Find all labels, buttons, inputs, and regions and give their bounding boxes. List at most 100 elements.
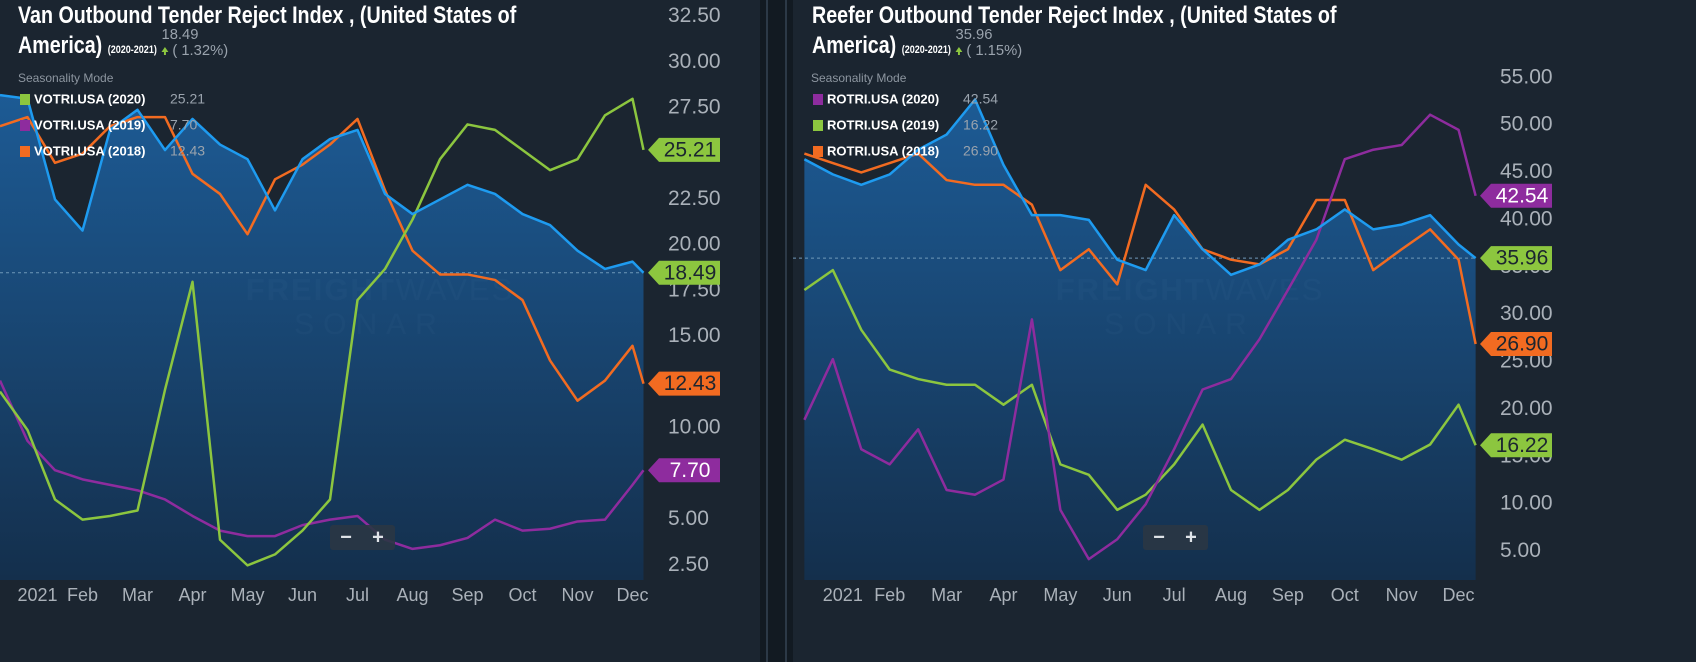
zoom-button[interactable]: − xyxy=(1153,526,1165,548)
x-tick-label: Sep xyxy=(451,585,483,605)
value-badge xyxy=(1480,246,1552,271)
legend-value: 12.43 xyxy=(170,143,205,159)
current-value: 18.49 xyxy=(161,26,199,43)
change-label: ( 1.32%) xyxy=(172,42,229,59)
x-tick-label: Feb xyxy=(67,585,98,605)
value-badge xyxy=(1480,332,1552,357)
current-value-block: 35.96( 1.15%) xyxy=(955,26,1022,59)
value-badge xyxy=(648,371,720,396)
legend-title: Seasonality Mode xyxy=(811,71,907,85)
y-tick-label: 30.00 xyxy=(1500,302,1553,325)
legend-label: ROTRI.USA (2019) xyxy=(827,117,939,132)
x-tick-label: Feb xyxy=(874,585,905,605)
current-value: 35.96 xyxy=(955,26,993,43)
y-tick-label: 20.00 xyxy=(668,233,721,256)
chart-header: Reefer Outbound Tender Reject Index , (U… xyxy=(812,4,1502,62)
value-badge-label: 42.54 xyxy=(1496,184,1549,207)
x-tick-label: Dec xyxy=(616,585,648,605)
legend-swatch xyxy=(20,146,30,157)
chart-title-block: Reefer Outbound Tender Reject Index , (U… xyxy=(812,4,1378,62)
x-tick-label: Aug xyxy=(1215,585,1247,605)
legend-title: Seasonality Mode xyxy=(18,71,114,85)
value-badge xyxy=(648,458,720,483)
x-tick-label: Dec xyxy=(1443,585,1475,605)
series-line xyxy=(0,93,645,274)
series-line xyxy=(803,98,1477,277)
legend-value: 26.90 xyxy=(963,143,998,159)
legend-value: 7.70 xyxy=(170,117,197,133)
value-badge xyxy=(648,137,720,162)
x-tick-label: Apr xyxy=(989,585,1017,605)
value-badge-label: 12.43 xyxy=(664,372,717,395)
chart-title: Van Outbound Tender Reject Index , (Unit… xyxy=(18,2,517,59)
value-badge xyxy=(1480,433,1552,458)
x-tick-label: Mar xyxy=(931,585,962,605)
x-tick-label: 2021 xyxy=(823,585,863,605)
legend-label: VOTRI.USA (2019) xyxy=(34,117,146,132)
series-line xyxy=(803,152,1477,345)
x-tick-label: Nov xyxy=(561,585,593,605)
x-tick-label: Mar xyxy=(122,585,153,605)
zoom-button[interactable]: + xyxy=(372,526,384,548)
series-line xyxy=(0,380,645,551)
legend-swatch xyxy=(813,94,823,105)
y-tick-label: 55.00 xyxy=(1500,65,1553,88)
chart-title: Reefer Outbound Tender Reject Index , (U… xyxy=(812,2,1337,59)
zoom-control[interactable] xyxy=(330,525,395,550)
x-tick-label: Sep xyxy=(1272,585,1304,605)
value-badge-label: 16.22 xyxy=(1496,434,1549,457)
y-tick-label: 10.00 xyxy=(668,416,721,439)
x-tick-label: Aug xyxy=(396,585,428,605)
value-badge-label: 35.96 xyxy=(1496,247,1549,270)
y-tick-label: 5.00 xyxy=(668,507,709,530)
zoom-control[interactable] xyxy=(1143,525,1208,550)
x-tick-label: 2021 xyxy=(17,585,57,605)
legend-label: VOTRI.USA (2020) xyxy=(34,91,146,106)
series-line xyxy=(0,97,645,567)
area xyxy=(0,95,644,580)
zoom-button[interactable]: + xyxy=(1185,526,1197,548)
current-value-block: 18.49( 1.32%) xyxy=(161,26,229,59)
legend-swatch xyxy=(20,120,30,131)
up-arrow xyxy=(955,47,963,55)
value-badge-label: 7.70 xyxy=(670,459,711,482)
y-tick-label: 40.00 xyxy=(1500,207,1553,230)
value-badge xyxy=(648,260,720,285)
legend-swatch xyxy=(813,120,823,131)
x-tick-label: May xyxy=(230,585,264,605)
y-tick-label: 22.50 xyxy=(668,187,721,210)
legend-value: 25.21 xyxy=(170,91,205,107)
x-tick-label: Jun xyxy=(1103,585,1132,605)
change: ( 1.32%) xyxy=(161,42,229,59)
x-tick-label: Jul xyxy=(346,585,369,605)
legend-value: 42.54 xyxy=(963,91,998,107)
chart-subtitle: (2020-2021) xyxy=(107,44,157,56)
x-tick-label: Apr xyxy=(178,585,206,605)
series-line xyxy=(803,268,1477,512)
x-tick-label: Oct xyxy=(508,585,536,605)
value-badge-label: 18.49 xyxy=(664,261,717,284)
legend-label: ROTRI.USA (2020) xyxy=(827,91,939,106)
x-tick-label: Oct xyxy=(1331,585,1359,605)
series-line xyxy=(803,113,1477,561)
legend-label: VOTRI.USA (2018) xyxy=(34,143,146,158)
y-tick-label: 32.50 xyxy=(668,4,721,27)
area xyxy=(804,99,1476,581)
value-badge-label: 25.21 xyxy=(664,138,717,161)
x-tick-label: Jul xyxy=(1163,585,1186,605)
y-tick-label: 50.00 xyxy=(1500,113,1553,136)
y-tick-label: 2.50 xyxy=(668,553,709,576)
legend-label: ROTRI.USA (2018) xyxy=(827,143,939,158)
chart-title-block: Van Outbound Tender Reject Index , (Unit… xyxy=(18,4,584,62)
y-tick-label: 27.50 xyxy=(668,95,721,118)
legend-swatch xyxy=(20,94,30,105)
zoom-button[interactable]: − xyxy=(340,526,352,548)
y-tick-label: 45.00 xyxy=(1500,160,1553,183)
y-tick-label: 10.00 xyxy=(1500,492,1553,515)
x-tick-label: Jun xyxy=(288,585,317,605)
panel-divider xyxy=(760,0,793,662)
up-arrow xyxy=(161,47,169,55)
x-tick-label: May xyxy=(1043,585,1077,605)
y-tick-label: 30.00 xyxy=(668,50,721,73)
